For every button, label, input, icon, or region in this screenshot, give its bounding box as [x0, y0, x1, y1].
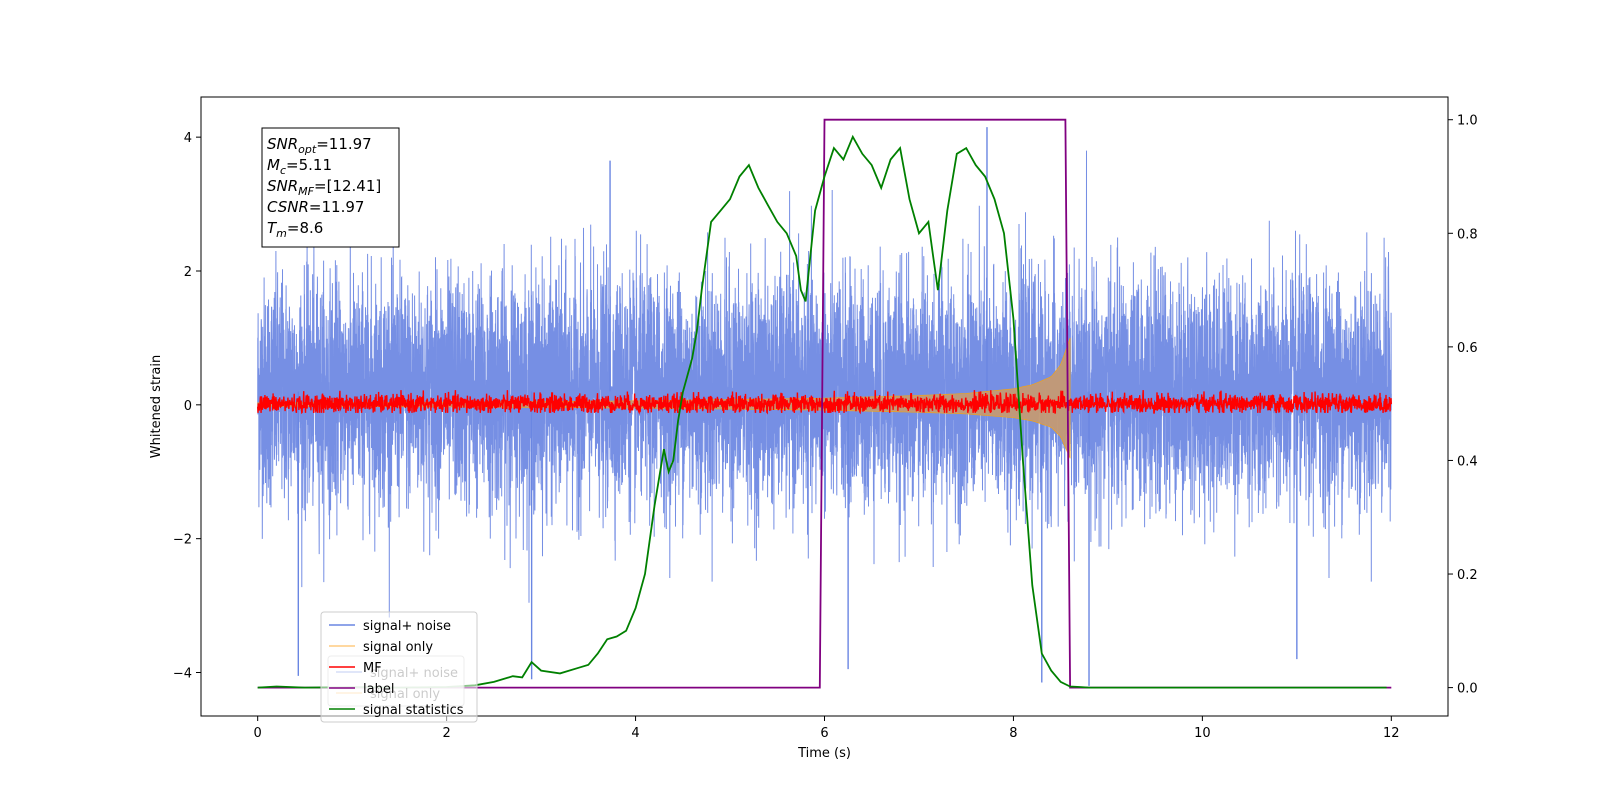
- x-tick-label: 4: [631, 726, 639, 741]
- y2-tick-label: 1.0: [1457, 114, 1478, 129]
- y2-tick-label: 0.4: [1457, 454, 1478, 469]
- legend-label: signal only: [363, 640, 433, 655]
- y-tick-label: 4: [184, 131, 192, 146]
- legend-label: signal+ noise: [363, 619, 451, 634]
- noise-line: [257, 150, 1392, 618]
- x-tick-label: 8: [1009, 726, 1017, 741]
- x-tick-label: 12: [1383, 726, 1400, 741]
- annotation-frame: [261, 127, 400, 248]
- legend-label: MF: [363, 661, 382, 676]
- annotation-line: SNRopt=11.97: [267, 135, 372, 156]
- mf-line: [257, 390, 1392, 415]
- annotation-line: SNRMF=[12.41]: [267, 177, 381, 198]
- annotation-line: Tm=8.6: [267, 219, 323, 240]
- y-tick-label: −4: [173, 667, 192, 682]
- y-tick-label: 2: [184, 265, 192, 280]
- y2-tick-label: 0.8: [1457, 227, 1478, 242]
- y2-tick-label: 0.0: [1457, 682, 1478, 697]
- y-tick-label: 0: [184, 399, 192, 414]
- legend-label: signal statistics: [363, 703, 464, 718]
- axes-layer: 0 2 4 6 8 10 12 −4 −2 0 2 4 0.0 0.2 0.4 0.6 0.8 1.0: [173, 114, 1478, 741]
- annotation-line: CSNR=11.97: [267, 198, 364, 216]
- x-tick-label: 0: [254, 726, 262, 741]
- annotation-line: Mc=5.11: [267, 156, 332, 177]
- y-tick-label: −2: [173, 533, 192, 548]
- y2-tick-label: 0.6: [1457, 341, 1478, 356]
- x-tick-label: 10: [1194, 726, 1211, 741]
- annotation-box: SNRopt=11.97Mc=5.11SNRMF=[12.41]CSNR=11.…: [261, 127, 400, 248]
- x-axis-label: Time (s): [797, 746, 851, 761]
- series-layer: [257, 118, 1392, 689]
- x-tick-label: 2: [442, 726, 450, 741]
- stats-line: [257, 134, 1387, 689]
- y2-tick-label: 0.2: [1457, 568, 1478, 583]
- legend-label: label: [363, 682, 394, 697]
- y-axis-label: Whitened strain: [149, 355, 164, 458]
- x-tick-label: 6: [820, 726, 828, 741]
- legend-frame: [320, 611, 478, 723]
